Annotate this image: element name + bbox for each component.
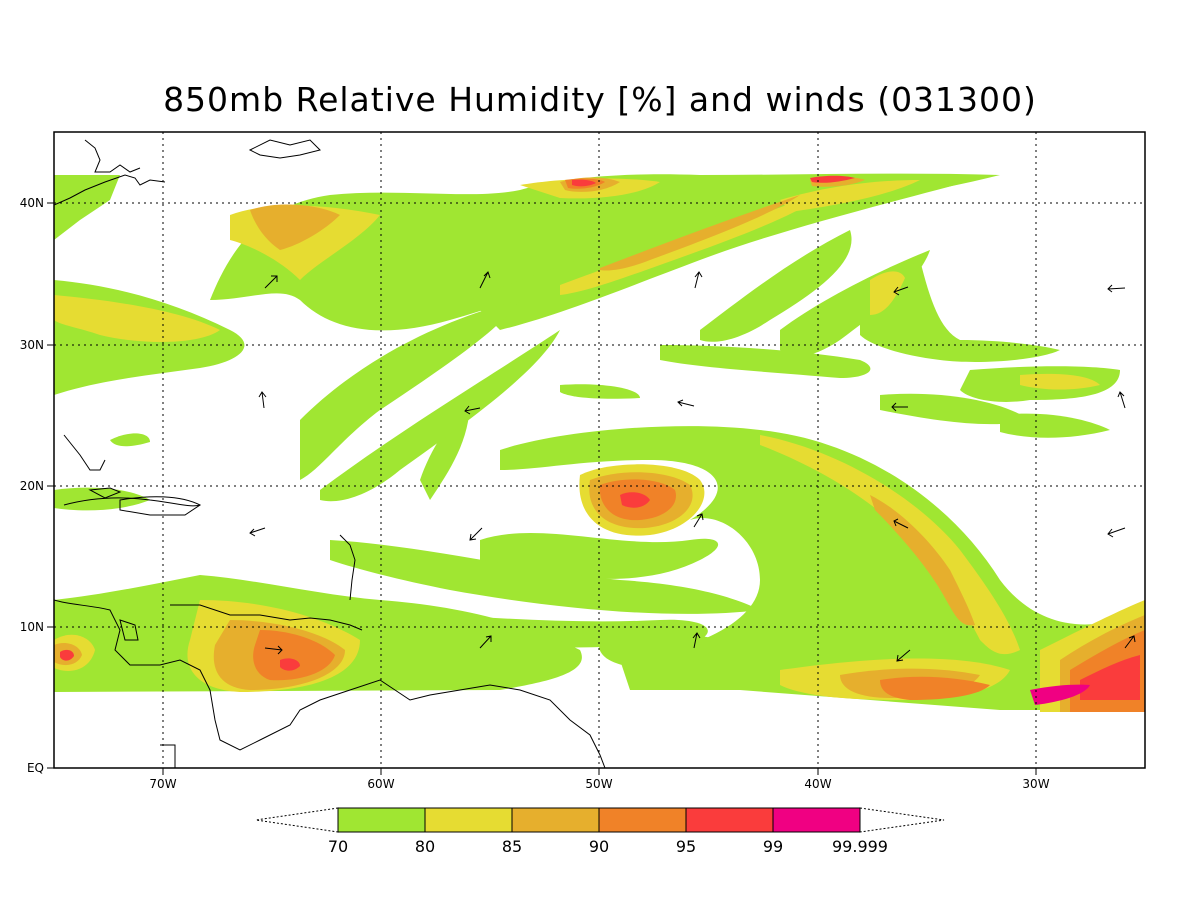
lat-tick-label: 40N xyxy=(20,196,44,210)
lat-tick-label: 30N xyxy=(20,338,44,352)
lon-tick-label: 70W xyxy=(149,777,176,791)
coastlines xyxy=(54,139,606,768)
lon-tick-label: 50W xyxy=(585,777,612,791)
colorbar-swatch xyxy=(772,807,861,833)
rh-99-plus-field xyxy=(1030,684,1090,705)
colorbar-label: 99 xyxy=(763,837,783,856)
colorbar-swatch xyxy=(511,807,600,833)
colorbar-left-cap xyxy=(255,807,339,833)
colorbar-label: 85 xyxy=(502,837,522,856)
rh-95-99-field xyxy=(60,175,1140,700)
colorbar-swatch xyxy=(598,807,687,833)
lon-tick-label: 30W xyxy=(1022,777,1049,791)
lat-tick-label: 10N xyxy=(20,620,44,634)
lat-lon-grid xyxy=(54,132,1145,768)
wind-arrows xyxy=(249,271,1136,662)
colorbar-label: 70 xyxy=(328,837,348,856)
map-title: 850mb Relative Humidity [%] and winds (0… xyxy=(163,80,1037,119)
lat-tick-label: 20N xyxy=(20,479,44,493)
colorbar-label: 99.999 xyxy=(832,837,888,856)
colorbar-swatch xyxy=(685,807,774,833)
lat-tick-label: EQ xyxy=(27,761,44,775)
colorbar-swatch xyxy=(424,807,513,833)
axis-ticks xyxy=(47,202,1037,775)
colorbar-label: 90 xyxy=(589,837,609,856)
colorbar-right-cap xyxy=(859,807,945,833)
lon-tick-label: 60W xyxy=(367,777,394,791)
humidity-fields xyxy=(54,139,1145,768)
colorbar: 70 80 85 90 95 99 99.999 xyxy=(255,807,945,856)
lon-tick-label: 40W xyxy=(804,777,831,791)
colorbar-swatch xyxy=(337,807,426,833)
colorbar-label: 95 xyxy=(676,837,696,856)
colorbar-label: 80 xyxy=(415,837,435,856)
